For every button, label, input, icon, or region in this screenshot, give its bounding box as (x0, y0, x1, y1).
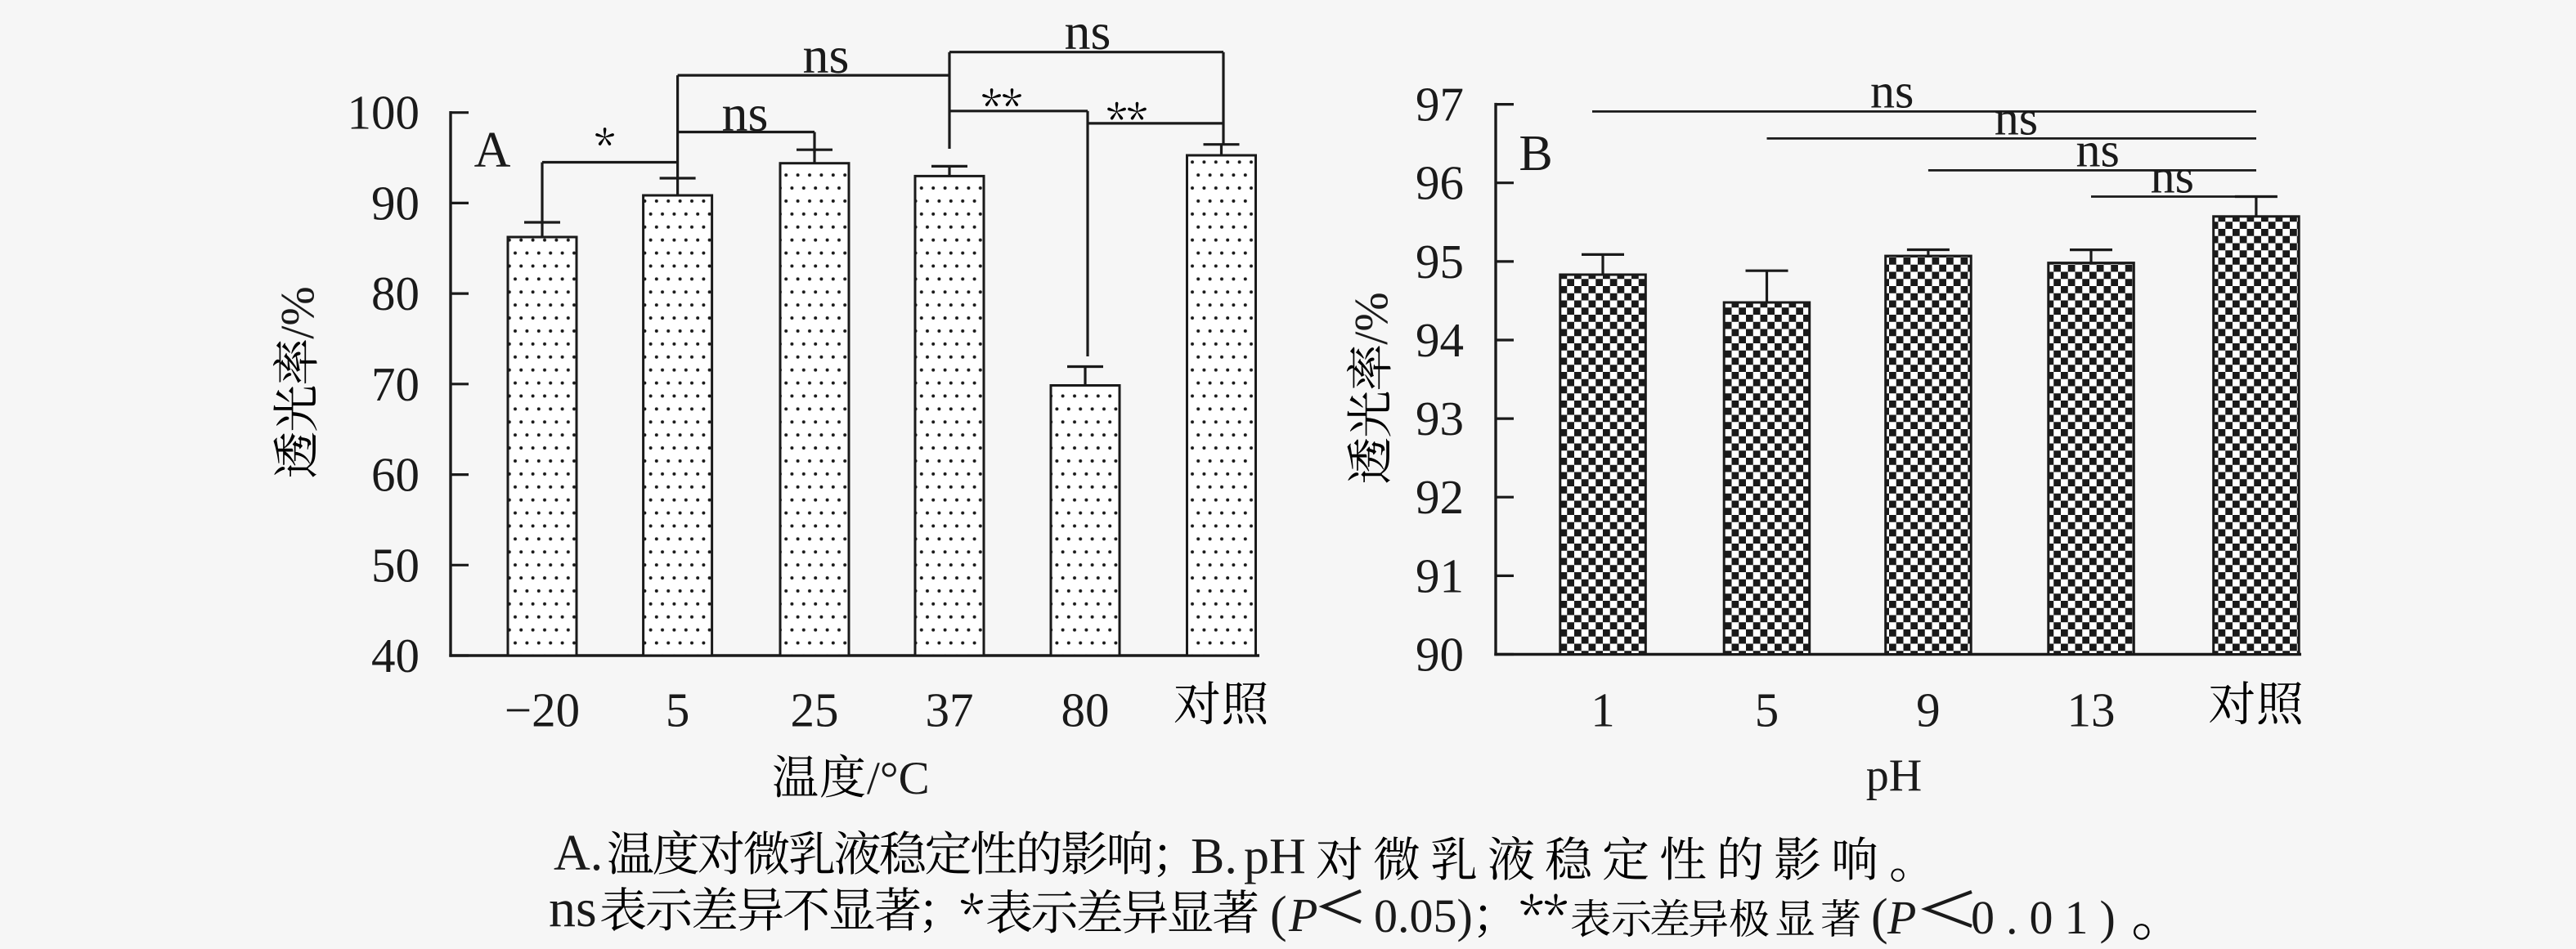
svg-text:ns: ns (1995, 91, 2038, 145)
svg-text:ns: ns (722, 84, 769, 142)
svg-text:(: ( (1270, 887, 1287, 942)
svg-text:50: 50 (371, 538, 420, 592)
svg-text:ns: ns (1870, 64, 1914, 118)
svg-text:100: 100 (348, 86, 420, 140)
svg-text:pH: pH (1244, 829, 1306, 884)
svg-text:37: 37 (926, 683, 974, 737)
svg-text:96: 96 (1416, 156, 1464, 210)
svg-text:5: 5 (666, 683, 690, 737)
svg-text:70: 70 (371, 357, 420, 411)
svg-text:(: ( (1871, 889, 1888, 945)
svg-text:0.05): 0.05) (1374, 889, 1473, 942)
svg-text:91: 91 (1416, 548, 1464, 602)
svg-text:80: 80 (1061, 683, 1110, 737)
svg-text:A.: A. (554, 826, 603, 881)
svg-text:P: P (1887, 891, 1916, 944)
svg-text:ns: ns (1065, 2, 1111, 60)
svg-text:40: 40 (371, 629, 420, 683)
svg-text:92: 92 (1416, 470, 1464, 524)
svg-text:A: A (474, 123, 511, 178)
svg-text:90: 90 (371, 176, 420, 230)
svg-text:5: 5 (1755, 683, 1779, 737)
svg-text:/%: /% (1344, 292, 1398, 344)
svg-text:ns: ns (2151, 150, 2194, 204)
svg-text:0.01): 0.01) (1971, 891, 2127, 944)
svg-text:25: 25 (791, 683, 839, 737)
svg-text:ns: ns (803, 26, 850, 84)
svg-text:/%: /% (271, 286, 324, 338)
svg-text:93: 93 (1416, 392, 1464, 445)
svg-text:9: 9 (1916, 683, 1941, 737)
svg-text:94: 94 (1416, 313, 1464, 367)
svg-text:95: 95 (1416, 235, 1464, 289)
svg-text:pH: pH (1866, 750, 1922, 801)
svg-text:B.: B. (1191, 829, 1237, 884)
svg-text:ns: ns (2076, 123, 2120, 177)
svg-text:B: B (1519, 126, 1552, 181)
svg-text:ns: ns (549, 879, 597, 938)
svg-text:1: 1 (1591, 683, 1615, 737)
svg-text:60: 60 (371, 448, 420, 502)
svg-text:97: 97 (1416, 78, 1464, 132)
svg-text:90: 90 (1416, 628, 1464, 682)
svg-text:13: 13 (2067, 683, 2116, 737)
svg-text:−20: −20 (505, 683, 580, 737)
svg-text:80: 80 (371, 266, 420, 320)
svg-text:/°C: /°C (867, 753, 930, 804)
svg-text:P: P (1288, 889, 1317, 942)
